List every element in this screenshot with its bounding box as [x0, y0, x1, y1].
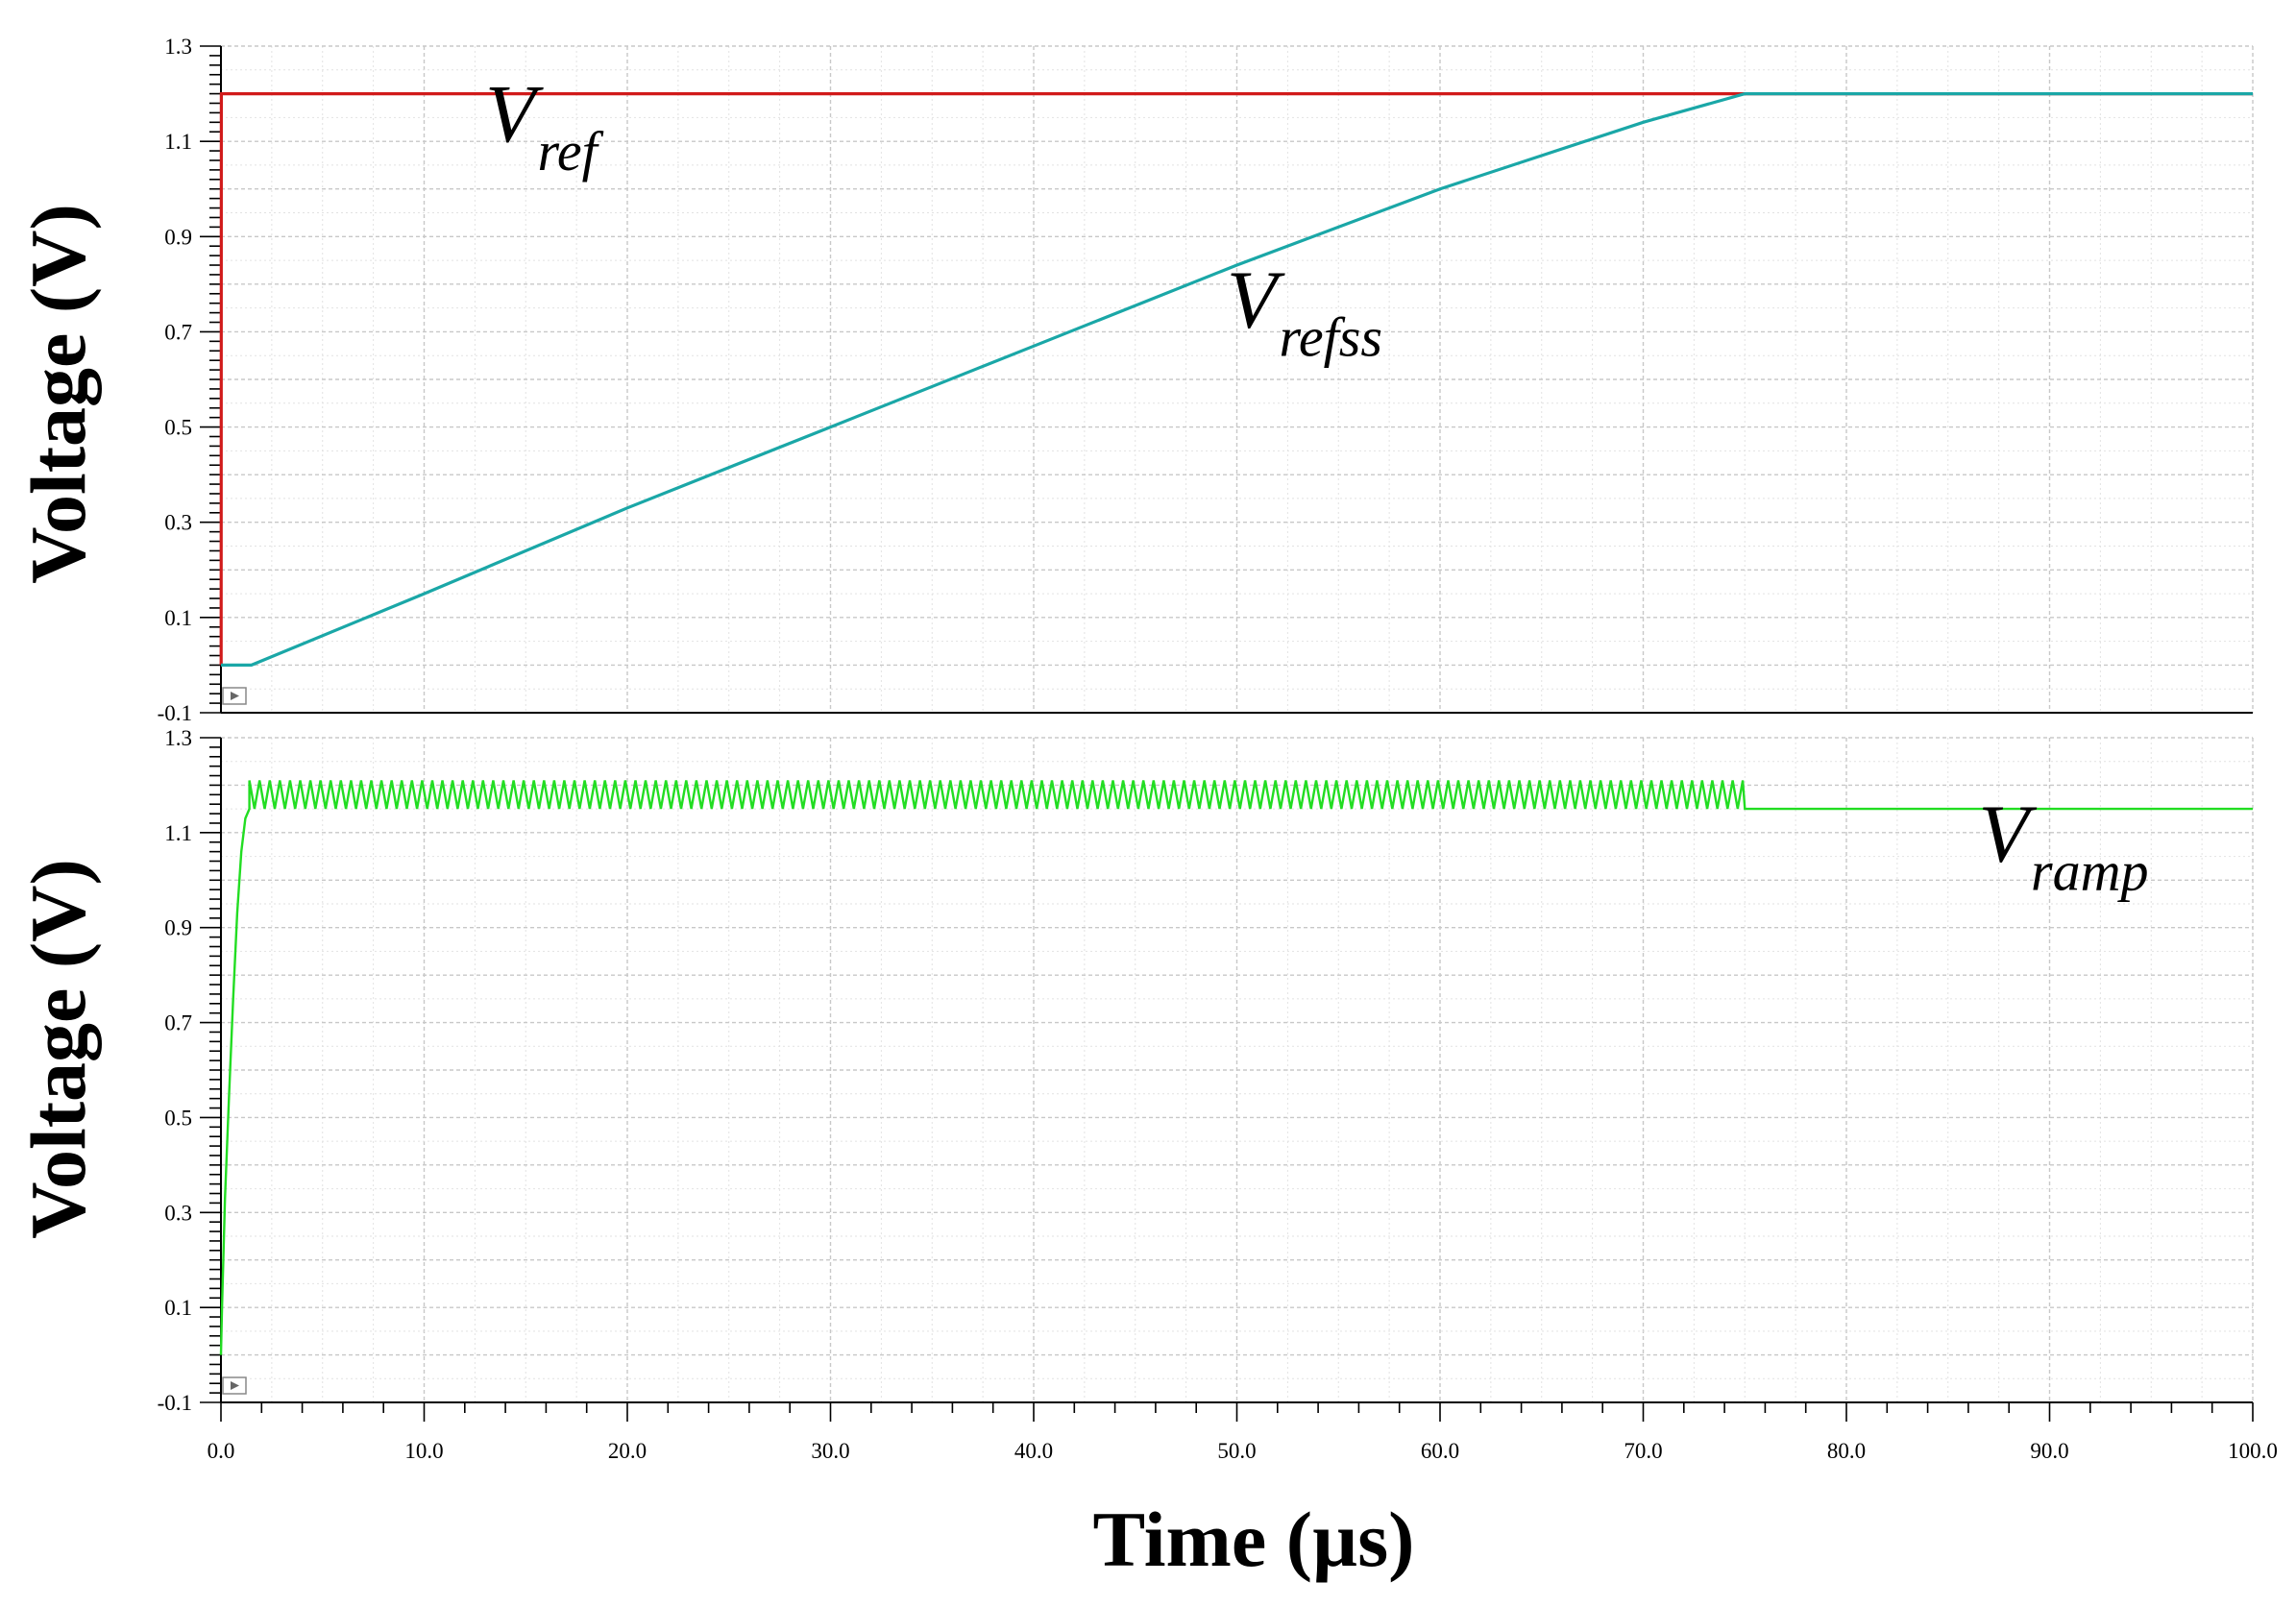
series-annotation: Vrefss: [1227, 253, 1382, 368]
y-tick-label: 0.5: [164, 416, 192, 440]
series-annotation: Vref: [485, 67, 604, 183]
bottom-y-axis-title: Voltage (V): [14, 859, 102, 1239]
x-tick-label: 100.0: [2228, 1439, 2278, 1463]
y-tick-label: 0.3: [164, 511, 192, 535]
bottom-series: [219, 780, 2253, 1355]
series-annotation: Vramp: [1978, 788, 2148, 903]
bottom-x-ticks: 0.0 10.0 20.0 30.0 40.0 50.0 60.0 70.0 80.0 90.0 1…: [208, 1439, 2278, 1463]
y-tick-label: 0.7: [164, 320, 192, 344]
bottom-annotations: Vramp: [1978, 788, 2148, 903]
y-tick-label: -0.1: [158, 701, 192, 725]
y-tick-label: 0.9: [164, 225, 192, 249]
x-tick-label: 0.0: [208, 1439, 235, 1463]
y-tick-label: 1.1: [164, 821, 192, 845]
play-icon: [231, 692, 239, 700]
top-y-axis-title: Voltage (V): [14, 204, 102, 584]
top-gridlines: [220, 45, 2254, 714]
y-tick-label: 1.1: [164, 130, 192, 154]
y-tick-label: 1.3: [164, 726, 192, 750]
y-tick-label: 0.3: [164, 1201, 192, 1225]
top-series: [219, 92, 2253, 667]
bottom-panel: 1.3 1.1 0.9 0.7 0.5 0.3 0.1 -0.1 0.0 10.0 20.0 30.…: [158, 726, 2278, 1463]
y-tick-label: 0.5: [164, 1106, 192, 1130]
bottom-panel-marker[interactable]: [222, 1376, 247, 1395]
top-annotations: Vref Vrefss: [485, 67, 1382, 368]
x-tick-label: 20.0: [608, 1439, 647, 1463]
bottom-gridlines: [220, 737, 2254, 1403]
y-tick-label: -0.1: [158, 1391, 192, 1415]
x-tick-label: 10.0: [404, 1439, 443, 1463]
y-tick-label: 0.1: [164, 606, 192, 630]
x-tick-label: 80.0: [1827, 1439, 1866, 1463]
series-line-v-refss: [221, 92, 2253, 667]
x-tick-label: 40.0: [1014, 1439, 1053, 1463]
x-tick-label: 90.0: [2030, 1439, 2068, 1463]
play-icon: [231, 1381, 239, 1390]
x-axis-title: Time (µs): [1093, 1496, 1415, 1583]
top-panel-marker[interactable]: [222, 687, 247, 705]
y-tick-label: 0.7: [164, 1011, 192, 1035]
top-panel: 1.3 1.1 0.9 0.7 0.5 0.3 0.1 -0.1 Vref Vrefss: [158, 35, 2254, 725]
bottom-axes: [200, 737, 2254, 1422]
x-tick-label: 70.0: [1624, 1439, 1662, 1463]
y-tick-label: 1.3: [164, 35, 192, 59]
y-tick-label: 0.1: [164, 1296, 192, 1320]
x-tick-label: 50.0: [1217, 1439, 1256, 1463]
series-line-v-ramp: [219, 780, 2253, 1355]
y-tick-label: 0.9: [164, 916, 192, 940]
bottom-y-ticks: 1.3 1.1 0.9 0.7 0.5 0.3 0.1 -0.1: [158, 726, 192, 1415]
top-y-ticks: 1.3 1.1 0.9 0.7 0.5 0.3 0.1 -0.1: [158, 35, 192, 725]
x-tick-label: 30.0: [811, 1439, 849, 1463]
x-tick-label: 60.0: [1421, 1439, 1459, 1463]
